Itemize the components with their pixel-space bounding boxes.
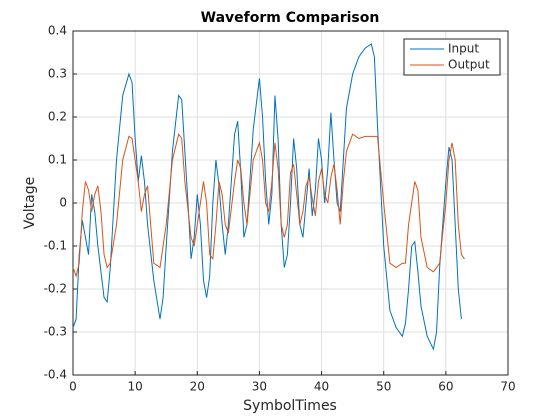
line-series	[72, 133, 465, 278]
plot-frame	[72, 30, 509, 376]
x-tick-label: 30	[252, 380, 267, 394]
legend-box	[403, 38, 501, 76]
chart-title: Waveform Comparison	[201, 10, 380, 26]
y-tick-label: 0.2	[48, 110, 67, 124]
x-tick-label: 40	[314, 380, 329, 394]
x-tick-label: 0	[69, 380, 77, 394]
y-axis-label: Voltage	[22, 177, 38, 230]
x-tick-label: 10	[128, 380, 143, 394]
legend-label: Output	[448, 58, 490, 72]
y-tick-label: -0.1	[44, 239, 67, 253]
y-tick-label: -0.3	[44, 325, 67, 339]
y-tick-label: 0.4	[48, 24, 67, 38]
x-axis-label: SymbolTimes	[243, 398, 337, 414]
legend-label: Input	[448, 42, 479, 56]
x-tick-label: 50	[376, 380, 391, 394]
y-tick-label: 0.3	[48, 67, 67, 81]
line-series	[72, 43, 462, 351]
y-tick-label: -0.2	[44, 282, 67, 296]
y-tick-label: -0.4	[44, 368, 67, 382]
y-tick-label: 0	[59, 196, 67, 210]
x-tick-label: 20	[190, 380, 205, 394]
y-tick-label: 0.1	[48, 153, 67, 167]
x-tick-label: 70	[500, 380, 515, 394]
x-tick-label: 60	[438, 380, 453, 394]
